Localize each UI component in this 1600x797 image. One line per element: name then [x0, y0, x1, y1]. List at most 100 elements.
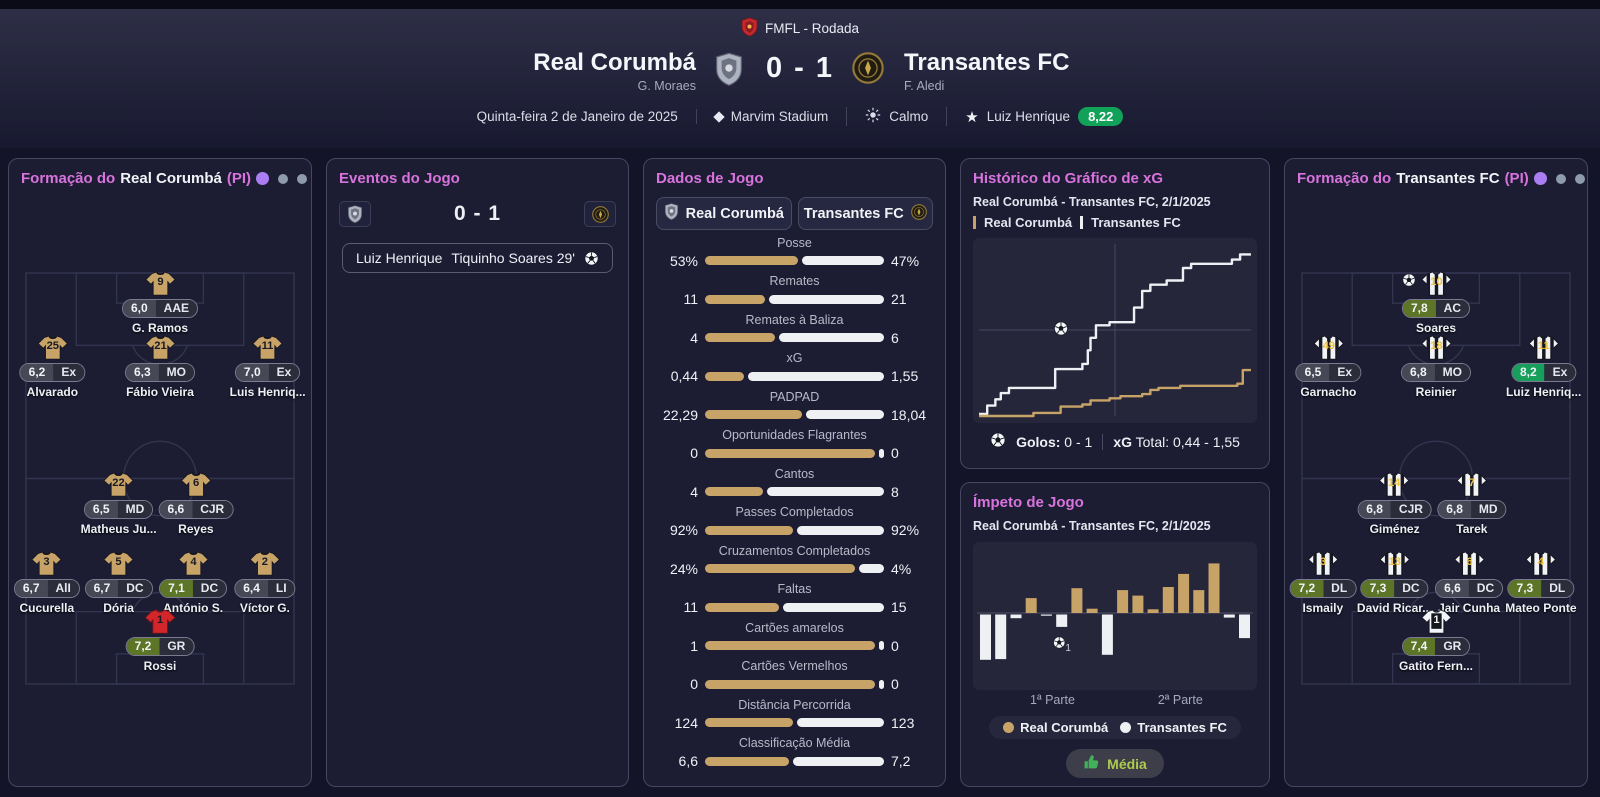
stats-tab-away[interactable]: Transantes FC — [797, 197, 933, 231]
media-button[interactable]: Média — [1066, 749, 1164, 778]
kit-dot[interactable] — [1555, 173, 1566, 184]
player-luis-henriq-[interactable]: 11 7,0 Ex Luis Henriq... — [230, 335, 306, 398]
home-team-name[interactable]: Real Corumbá — [533, 49, 696, 76]
away-formation-panel: Formação do Transantes FC (PI) 10 7,8 AC … — [1284, 158, 1588, 787]
player-fábio-vieira[interactable]: 21 6,3 MO Fábio Vieira — [124, 335, 196, 398]
stat-row: Distância Percorrida 124 123 — [656, 698, 933, 731]
player-matheus-ju-[interactable]: 22 6,5 MD Matheus Ju... — [81, 472, 157, 535]
xg-title: Histórico do Gráfico de xG — [973, 170, 1164, 187]
stats-tab-home[interactable]: Real Corumbá — [656, 197, 792, 231]
player-mateo-ponte[interactable]: 4 7,3 DL Mateo Ponte — [1505, 551, 1577, 615]
player-rating: 6,0 — [122, 299, 156, 317]
stat-row: Oportunidades Flagrantes 0 0 — [656, 428, 933, 461]
away-pitch: 10 7,8 AC Soares 49 6,5 Ex Garnacho 18 6,8… — [1289, 271, 1581, 686]
legend-home-dot — [1003, 722, 1015, 733]
kit-selector-dots — [256, 172, 308, 185]
kit-dot[interactable] — [278, 173, 289, 184]
stat-bar — [705, 718, 884, 728]
player-tarek[interactable]: 7 6,8 MD Tarek — [1437, 472, 1507, 535]
player-rating: 6,7 — [85, 579, 119, 597]
player-ismaily[interactable]: 3 7,2 DL Ismaily — [1289, 551, 1357, 615]
player-alvarado[interactable]: 25 6,2 Ex Alvarado — [19, 335, 86, 398]
player-giménez[interactable]: 14 6,8 CJR Giménez — [1357, 472, 1432, 535]
momentum-chart[interactable]: 1 — [973, 542, 1257, 690]
momentum-panel: Ímpeto de Jogo Real Corumbá - Transantes… — [960, 482, 1270, 787]
svg-text:1: 1 — [157, 614, 163, 626]
stat-bar — [705, 410, 884, 420]
player-position: Ex — [1329, 363, 1361, 381]
weather-label: Calmo — [889, 109, 929, 125]
home-team-badge — [714, 52, 748, 88]
player-víctor-g-[interactable]: 2 6,4 LI Víctor G. — [234, 551, 296, 615]
weather-item: Calmo — [846, 107, 946, 127]
player-shirt: 2 — [249, 551, 281, 580]
momentum-legend: Real Corumbá Transantes FC — [989, 716, 1241, 739]
player-shirt: 18 — [1420, 335, 1452, 364]
stat-bar — [705, 333, 884, 343]
player-name: Ismaily — [1302, 600, 1344, 615]
player-shirt: 49 — [1313, 335, 1344, 364]
kit-dot[interactable] — [297, 173, 308, 184]
formation-team-name: Real Corumbá — [120, 170, 222, 187]
stat-label: Cartões amarelos — [745, 620, 844, 635]
player-shirt: 7 — [1456, 472, 1488, 501]
player-rating: 6,7 — [14, 579, 48, 597]
goal-event[interactable]: Luiz Henrique Tiquinho Soares 29' — [342, 243, 613, 273]
away-manager: F. Aledi — [904, 79, 945, 94]
momentum-goal-marker: 1 — [1052, 636, 1071, 654]
stat-away-value: 123 — [891, 714, 915, 731]
stat-label: Cantos — [774, 466, 815, 481]
player-position: MD — [1470, 500, 1506, 518]
football-icon — [990, 432, 1006, 448]
player-rating: 7,3 — [1361, 579, 1395, 597]
player-rossi[interactable]: 1 7,2 GR Rossi — [125, 609, 195, 672]
stat-row: Posse 53% 47% — [656, 236, 933, 269]
events-away-badge — [584, 201, 616, 227]
player-david-ricar-[interactable]: 13 7,3 DC David Ricar... — [1357, 551, 1432, 614]
player-soares[interactable]: 10 7,8 AC Soares — [1401, 271, 1471, 334]
stat-home-value: 124 — [674, 714, 698, 731]
stat-label: Passes Completados — [735, 505, 854, 520]
legend-home-bar-icon — [973, 216, 976, 229]
stadium-item: Marvim Stadium — [695, 109, 847, 125]
xg-chart[interactable] — [973, 238, 1257, 423]
player-garnacho[interactable]: 49 6,5 Ex Garnacho — [1295, 335, 1362, 398]
player-position: AlI — [47, 579, 79, 597]
kit-dot-active[interactable] — [256, 172, 270, 185]
svg-text:7: 7 — [1469, 477, 1475, 489]
star-player-item[interactable]: ★ Luiz Henrique 8,22 — [946, 107, 1141, 127]
player-reyes[interactable]: 6 6,6 CJR Reyes — [158, 472, 234, 536]
kit-dot[interactable] — [1574, 173, 1585, 184]
stat-bar — [705, 756, 884, 766]
player-reinier[interactable]: 18 6,8 MO Reinier — [1400, 335, 1472, 398]
player-name: G. Ramos — [131, 320, 188, 335]
home-formation-panel: Formação do Real Corumbá (PI) 9 6,0 AAE G… — [8, 158, 312, 787]
stat-home-value: 0 — [690, 676, 698, 693]
away-team-name[interactable]: Transantes FC — [904, 49, 1070, 76]
player-shirt: 4 — [1525, 551, 1557, 580]
momentum-title: Ímpeto de Jogo — [973, 494, 1084, 511]
player-antónio-s-[interactable]: 4 7,1 DC António S. — [159, 551, 228, 614]
stat-away-value: 6 — [891, 329, 899, 346]
stat-bar — [705, 602, 884, 612]
player-cucurella[interactable]: 3 6,7 AlI Cucurella — [13, 551, 80, 614]
stat-label: Classificação Média — [738, 736, 851, 751]
player-position: Ex — [1544, 363, 1576, 381]
player-g-ramos[interactable]: 9 6,0 AAE G. Ramos — [121, 271, 199, 335]
top-dark-strip — [0, 0, 1600, 9]
player-jair-cunha[interactable]: 6 6,6 DC Jair Cunha — [1435, 551, 1504, 614]
competition-row: FMFL - Rodada — [0, 17, 1600, 40]
stadium-icon — [713, 111, 725, 123]
player-name: Mateo Ponte — [1505, 600, 1577, 615]
stat-row: Passes Completados 92% 92% — [656, 505, 933, 538]
stat-bar — [705, 679, 884, 689]
player-dória[interactable]: 5 6,7 DC Dória — [84, 551, 153, 614]
player-position: DC — [192, 579, 227, 597]
player-name: Reyes — [178, 521, 214, 536]
score-row: Real Corumbá G. Moraes 0 - 1 Transantes … — [0, 49, 1600, 94]
player-gatito-fern-[interactable]: 1 7,4 GR Gatito Fern... — [1399, 609, 1473, 672]
svg-text:5: 5 — [115, 556, 121, 568]
player-luiz-henriq-[interactable]: 11 8,2 Ex Luiz Henriq... — [1506, 335, 1581, 398]
player-name: Víctor G. — [239, 600, 290, 615]
kit-dot-active[interactable] — [1533, 172, 1547, 185]
